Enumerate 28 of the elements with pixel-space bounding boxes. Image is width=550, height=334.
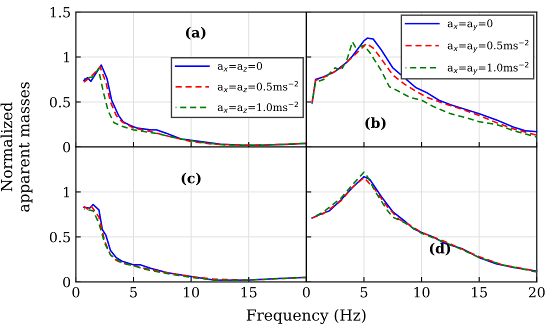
legend-label: a$_{x}$=a$_{z}$=1.0ms$^{−2}$ [218,102,298,113]
x-tick-label: 20 [528,287,545,298]
x-tick-label: 5 [130,287,137,298]
y-tick-label: 1.5 [50,6,70,18]
legend-label: a$_{x}$=a$_{y}$=0 [448,19,492,30]
annotation: (c) [182,172,201,186]
y-tick-label: 0.5 [50,96,70,108]
legend-label: a$_{x}$=a$_{y}$=0.5ms$^{−2}$ [448,40,528,52]
x-tick-label: 10 [414,287,430,298]
y-tick-label: 0.5 [50,232,70,242]
legend-label: a$_{x}$=a$_{z}$=0 [218,62,262,72]
x-tick-label: 0 [72,287,80,298]
x-tick-label: 5 [360,287,368,298]
y-axis-title: Normalized apparent masses [0,82,32,212]
y-tick-label: 1 [64,52,70,62]
y-tick-label: 1 [64,186,70,198]
annotation: (d) [430,242,450,256]
y-tick-label: 0 [63,276,70,288]
x-axis-title: Frequency (Hz) [246,308,366,324]
legend-label: a$_{x}$=a$_{y}$=1.0ms$^{−2}$ [448,62,528,75]
x-tick-label: 15 [472,287,487,298]
annotation: (b) [365,117,386,130]
x-tick-label: 10 [184,287,200,298]
legend-label: a$_{x}$=a$_{z}$=0.5ms$^{−2}$ [218,80,298,92]
x-tick-label: 0 [302,287,310,298]
x-tick-label: 15 [242,287,256,298]
annotation: (a) [186,26,206,40]
y-tick-label: 0 [63,142,70,152]
